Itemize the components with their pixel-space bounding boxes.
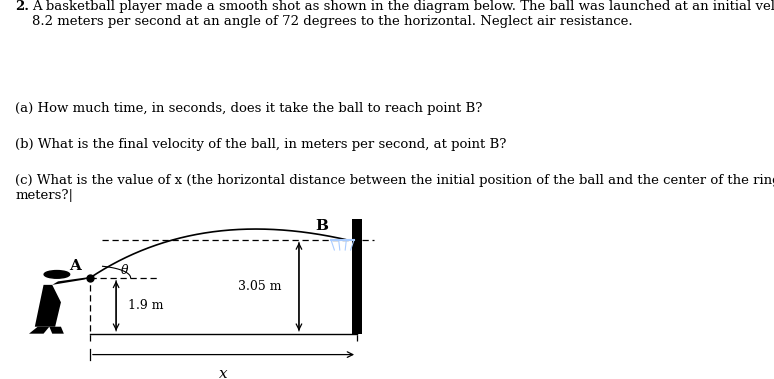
Text: 1.9 m: 1.9 m <box>128 299 163 312</box>
Text: 2.: 2. <box>15 0 29 13</box>
Text: (b) What is the final velocity of the ball, in meters per second, at point B?: (b) What is the final velocity of the ba… <box>15 138 507 151</box>
Polygon shape <box>29 327 50 334</box>
Text: θ: θ <box>121 265 128 277</box>
Text: B: B <box>316 219 329 233</box>
Text: 3.05 m: 3.05 m <box>238 280 282 293</box>
Polygon shape <box>53 276 96 285</box>
Text: A basketball player made a smooth shot as shown in the diagram below. The ball w: A basketball player made a smooth shot a… <box>32 0 774 28</box>
Text: (c) What is the value of x (the horizontal distance between the initial position: (c) What is the value of x (the horizont… <box>15 174 774 202</box>
Text: A: A <box>70 258 81 273</box>
Bar <box>351 219 362 334</box>
Polygon shape <box>35 285 61 327</box>
Text: (a) How much time, in seconds, does it take the ball to reach point B?: (a) How much time, in seconds, does it t… <box>15 102 483 115</box>
Text: x: x <box>219 367 228 379</box>
Polygon shape <box>50 327 63 334</box>
Circle shape <box>44 271 70 278</box>
